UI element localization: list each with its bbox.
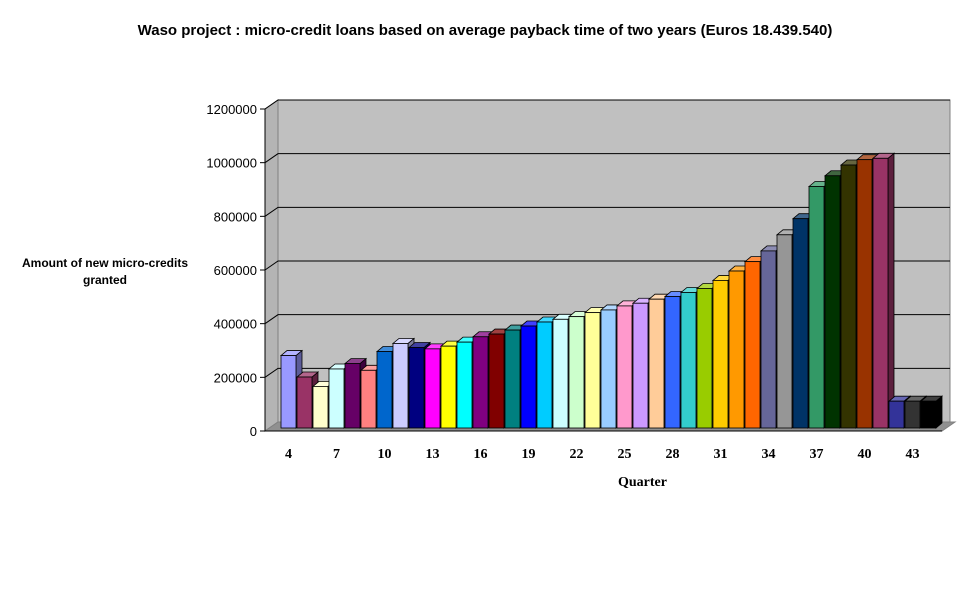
- x-tick-label: 16: [474, 447, 488, 462]
- x-tick-label: 10: [378, 447, 392, 462]
- x-axis-label: Quarter: [618, 475, 667, 490]
- bar-quarter-40: [856, 159, 873, 429]
- gridline: [264, 260, 950, 271]
- bar-quarter-39: [840, 164, 857, 429]
- y-tick-label: 600000: [214, 263, 257, 278]
- bar-quarter-25: [616, 305, 633, 429]
- bar-quarter-42: [888, 400, 905, 429]
- bar-quarter-29: [680, 292, 697, 429]
- x-tick-label: 4: [285, 447, 292, 462]
- bar-quarter-8: [344, 363, 361, 429]
- bar-quarter-38: [824, 175, 841, 429]
- bar-quarter-21: [552, 318, 569, 429]
- bar-quarter-22: [568, 316, 585, 429]
- bar-quarter-43: [904, 400, 921, 429]
- bar-quarter-13: [424, 348, 441, 429]
- x-tick-label: 37: [810, 447, 824, 462]
- bar-quarter-24: [600, 309, 617, 429]
- x-tick-label: 43: [906, 447, 920, 462]
- x-tick-label: 28: [666, 447, 680, 462]
- x-tick-label: 19: [522, 447, 536, 462]
- x-tick-label: 25: [618, 447, 632, 462]
- y-tick-label: 1000000: [206, 156, 257, 171]
- bar-quarter-28: [664, 296, 681, 429]
- bar-quarter-11: [392, 343, 409, 429]
- x-tick-label: 13: [426, 447, 440, 462]
- y-tick-label: 200000: [214, 370, 257, 385]
- bar-quarter-14: [440, 345, 457, 429]
- bar-quarter-18: [504, 329, 521, 429]
- bar-quarter-30: [696, 288, 713, 429]
- bar-quarter-15: [456, 341, 473, 429]
- bar-quarter-6: [312, 386, 329, 429]
- bar-quarter-37: [808, 186, 825, 429]
- x-tick-label: 34: [762, 447, 776, 462]
- bar-side: [887, 152, 895, 429]
- x-tick-label: 7: [333, 447, 340, 462]
- bar-quarter-44: [920, 400, 937, 429]
- x-tick-label: 22: [570, 447, 584, 462]
- bar-quarter-19: [520, 325, 537, 429]
- y-tick-label: 800000: [214, 209, 257, 224]
- gridline: [264, 99, 950, 110]
- y-tick-label: 1200000: [206, 102, 257, 117]
- bar-quarter-32: [728, 270, 745, 429]
- chart-title: Waso project : micro-credit loans based …: [137, 22, 833, 39]
- bar-side: [935, 395, 943, 429]
- bar-quarter-20: [536, 321, 553, 429]
- bar-quarter-36: [792, 218, 809, 429]
- x-tick-label: 40: [858, 447, 872, 462]
- bar-quarter-7: [328, 368, 345, 429]
- bar-quarter-12: [408, 347, 425, 429]
- bar-quarter-23: [584, 312, 601, 429]
- bar-quarter-35: [776, 234, 793, 429]
- x-tick-label: 31: [714, 447, 728, 462]
- gridline: [264, 206, 950, 217]
- bar-quarter-27: [648, 298, 665, 429]
- bar-quarter-5: [296, 376, 313, 429]
- bar-quarter-34: [760, 250, 777, 429]
- bar-quarter-33: [744, 261, 761, 429]
- bar-quarter-10: [376, 351, 393, 429]
- y-tick-label: 0: [250, 424, 257, 439]
- bar-quarter-17: [488, 333, 505, 429]
- y-axis-label: Amount of new micro-credits granted: [21, 256, 188, 287]
- bar-quarter-9: [360, 369, 377, 429]
- y-tick-label: 400000: [214, 317, 257, 332]
- bar-quarter-16: [472, 336, 489, 429]
- gridline: [264, 153, 950, 164]
- bar-quarter-26: [632, 302, 649, 429]
- bar-quarter-41: [872, 157, 889, 429]
- bar-quarter-31: [712, 280, 729, 429]
- bar-quarter-4: [280, 355, 297, 429]
